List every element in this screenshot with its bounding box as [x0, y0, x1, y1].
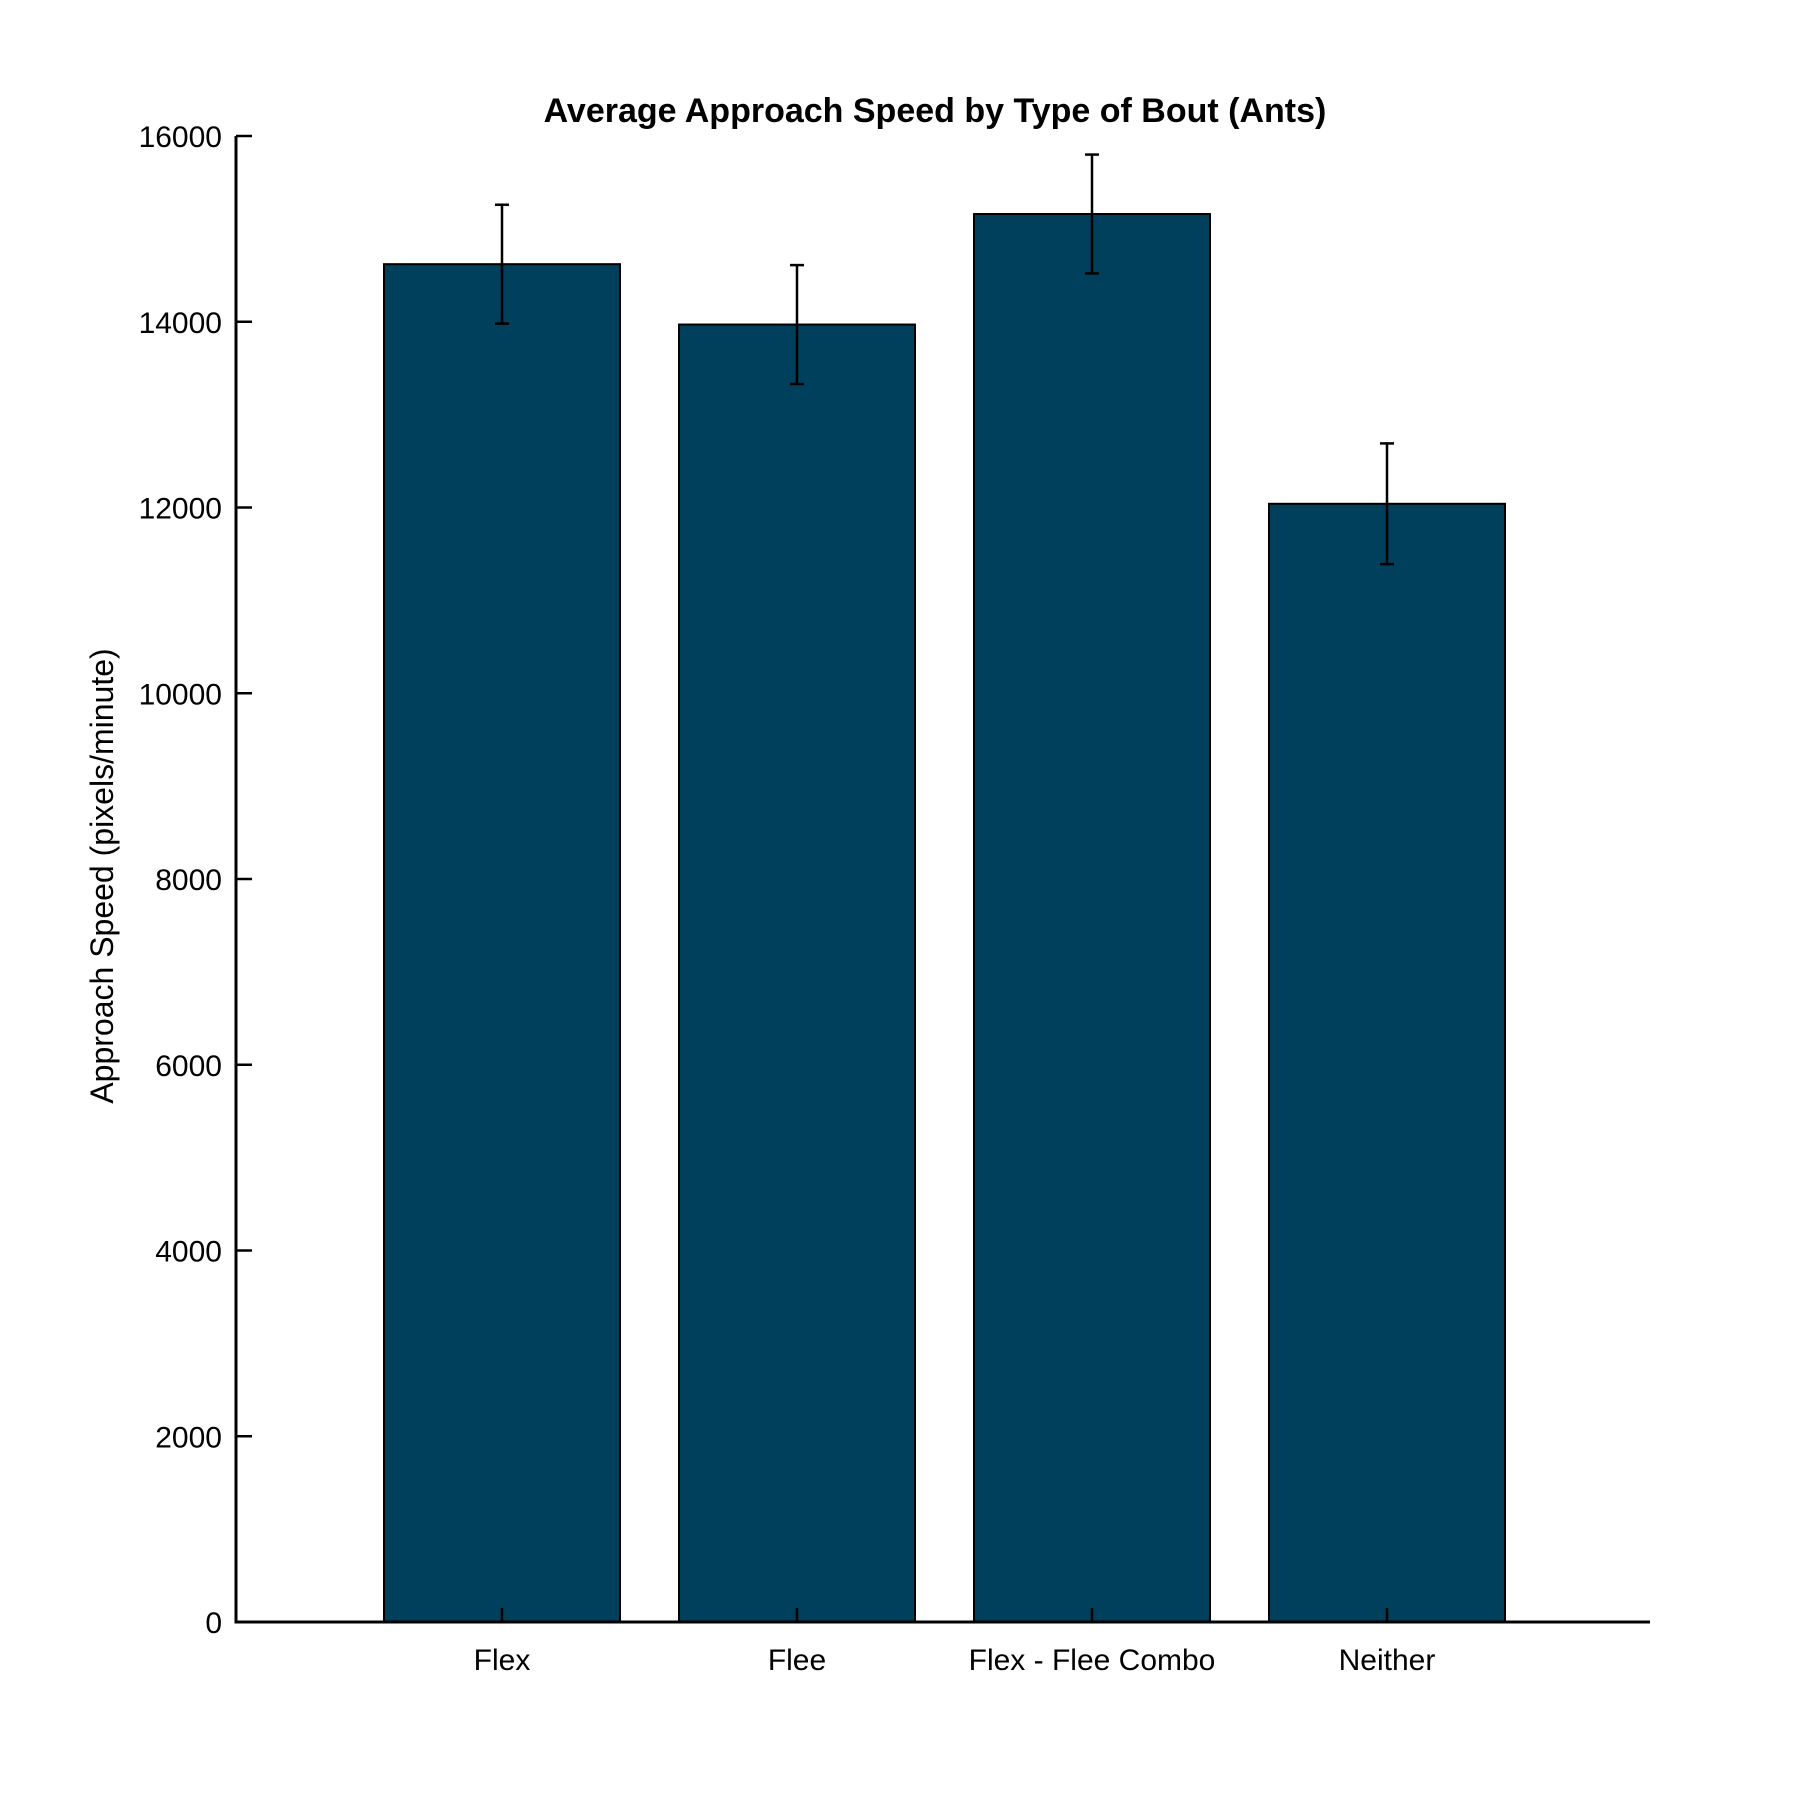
y-axis-label: Approach Speed (pixels/minute): [84, 648, 120, 1103]
y-tick-label: 10000: [139, 678, 222, 711]
error-bars: [495, 153, 1394, 566]
y-tick-label: 16000: [139, 121, 222, 154]
y-tick-label: 12000: [139, 493, 222, 526]
x-tick-label: Flee: [768, 1644, 826, 1677]
chart-title: Average Approach Speed by Type of Bout (…: [544, 92, 1327, 130]
error-bar-1: [495, 203, 509, 325]
error-bar-3: [1085, 153, 1099, 275]
y-tick-label: 14000: [139, 307, 222, 340]
x-axis-ticks: Flex Flee Flex - Flee Combo Neither: [474, 1608, 1436, 1677]
x-tick-label: Flex: [474, 1644, 531, 1677]
y-tick-label: 6000: [155, 1050, 222, 1083]
error-bar-2: [790, 263, 804, 386]
bar-4: [1268, 502, 1506, 1623]
bars: [383, 213, 1506, 1624]
x-tick-label: Neither: [1339, 1644, 1436, 1677]
bar-3: [973, 213, 1211, 1623]
bar-2: [678, 323, 916, 1623]
y-tick-label: 2000: [155, 1421, 222, 1454]
y-tick-label: 0: [205, 1607, 222, 1640]
y-axis-ticks: 0 2000 4000 6000 8000 10000 12000 14000 16000: [139, 121, 252, 1640]
bar-1: [383, 263, 621, 1624]
y-tick-label: 4000: [155, 1236, 222, 1269]
y-tick-label: 8000: [155, 864, 222, 897]
x-tick-label: Flex - Flee Combo: [969, 1644, 1216, 1677]
error-bar-4: [1380, 442, 1394, 566]
